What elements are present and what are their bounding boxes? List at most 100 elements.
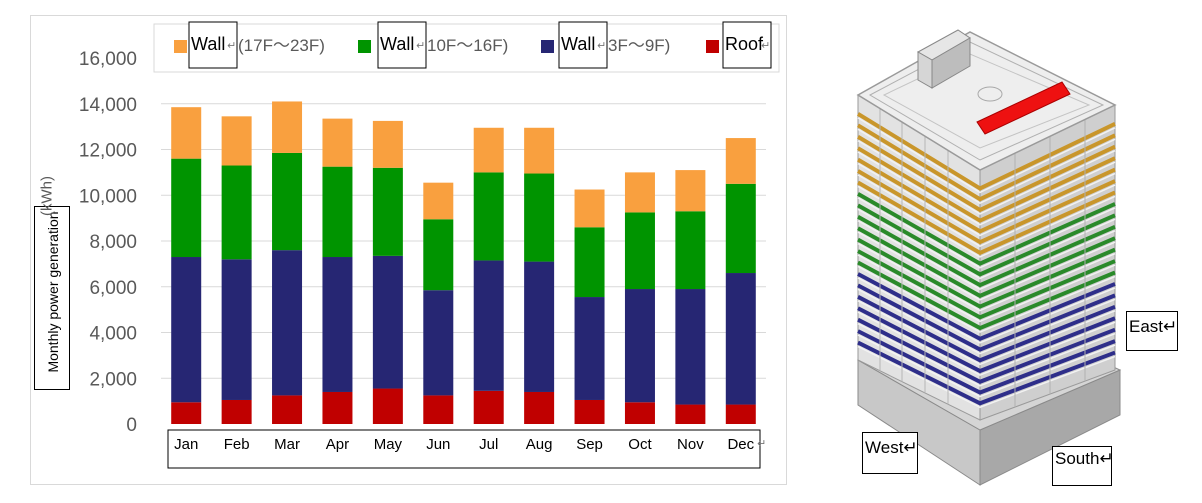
floor-slab-edge	[857, 174, 1116, 247]
floor-slab-edge	[857, 242, 1116, 312]
legend-label-suffix: 10F～16F)	[427, 36, 508, 55]
x-tick-label: Mar	[274, 436, 300, 453]
bar-segment	[372, 120, 403, 168]
floor-pv-band	[857, 295, 1116, 363]
penthouse-right	[931, 37, 971, 89]
bar-segment	[322, 257, 353, 392]
floor-pv-band	[857, 306, 1116, 374]
legend-label: Wall	[380, 34, 414, 54]
bar-segment	[675, 404, 706, 424]
floor-slab-edge	[857, 311, 1116, 376]
bar-segment	[171, 158, 202, 258]
floor-slab-edge	[857, 231, 1116, 301]
floor-pv-band	[856, 157, 1116, 234]
floor-slab-edge	[857, 128, 1116, 205]
bar-segment	[221, 399, 252, 424]
stacked-bar-chart: 0 2,000 4,000 6,000 8,000 10,000 12,000 14,000 1…	[79, 21, 780, 469]
bar-segment	[171, 107, 202, 159]
bar-segment	[675, 211, 706, 290]
y-tick-label: 14,000	[79, 95, 137, 116]
floor-slab-edge	[857, 277, 1116, 344]
floor-pv-band	[857, 192, 1116, 266]
floor-pv-band	[857, 260, 1116, 331]
bar-segment	[725, 138, 756, 184]
building-illustration	[856, 29, 1122, 486]
bar-segment	[322, 391, 353, 424]
floor-slab-edge	[857, 162, 1116, 237]
bar-segment	[272, 101, 303, 153]
bar-segment	[624, 172, 655, 213]
y-tick-label: 12,000	[79, 141, 137, 162]
floor-slab-edge	[857, 140, 1116, 215]
legend-box	[153, 23, 780, 73]
legend-label-box	[558, 21, 608, 69]
bar-segment	[372, 167, 403, 256]
y-tick-label: 6,000	[89, 278, 137, 299]
bar-segment	[473, 260, 504, 391]
bar-segment	[524, 173, 555, 262]
legend-label-box	[188, 21, 238, 69]
return-glyph: ↵	[416, 39, 425, 52]
y-axis-label-box	[34, 206, 70, 390]
floor-slab-edge	[857, 254, 1116, 323]
bar-segment	[272, 152, 303, 251]
x-tick-label: Jul	[479, 436, 498, 453]
y-tick-label: 2,000	[89, 369, 137, 390]
helipad-mark	[977, 86, 1003, 102]
floor-pv-band	[856, 135, 1116, 213]
legend-swatch	[358, 40, 371, 53]
floor-slab-edge	[857, 151, 1116, 226]
legend-swatch	[174, 40, 187, 53]
floor-pv-band	[857, 180, 1116, 256]
floor-pv-band	[857, 317, 1116, 384]
bar-segment	[624, 212, 655, 290]
bar-segment	[675, 170, 706, 212]
y-axis-unit: (kWh)	[38, 176, 56, 216]
legend-swatch	[706, 40, 719, 53]
x-tick-label: Jan	[174, 436, 198, 453]
return-glyph: ↵	[597, 39, 606, 52]
x-tick-label: Sep	[576, 436, 603, 453]
floor-pv-band	[857, 329, 1116, 395]
floor-slab-edge	[857, 208, 1116, 280]
floor-pv-band	[857, 203, 1116, 277]
bar-segment	[372, 388, 403, 424]
legend-label-suffix: (17F～23F)	[238, 36, 325, 55]
legend-label: Roof	[725, 34, 764, 54]
y-tick-label: 16,000	[79, 49, 137, 70]
bar-segment	[322, 118, 353, 167]
floor-pv-band	[857, 283, 1116, 352]
floor-pv-band	[857, 237, 1116, 309]
bar-segment	[574, 399, 605, 424]
x-tick-label: Apr	[326, 436, 349, 453]
legend-label-box	[722, 21, 772, 69]
legend-label: Wall	[191, 34, 225, 54]
return-glyph: ↵	[227, 39, 236, 52]
bar-segment	[473, 172, 504, 261]
bar-segment	[171, 257, 202, 403]
legend-swatch	[541, 40, 554, 53]
floor-pv-band	[857, 340, 1116, 406]
y-tick-label: 8,000	[89, 232, 137, 253]
floor-slab-edge	[857, 117, 1116, 194]
label-west: West↵	[862, 432, 918, 474]
legend-label: Wall	[561, 34, 595, 54]
legend-label-box	[377, 21, 427, 69]
floor-slab-edge	[857, 185, 1116, 258]
legend-label-suffix: 3F～9F)	[608, 36, 670, 55]
floor-slab-edge	[857, 345, 1116, 409]
chart-panel: 0 2,000 4,000 6,000 8,000 10,000 12,000 14,000 1…	[30, 15, 787, 485]
bar-segment	[725, 183, 756, 274]
bar-segment	[524, 391, 555, 424]
bar-segment	[171, 402, 202, 424]
bar-segment	[423, 395, 454, 424]
y-tick-label: 0	[126, 415, 137, 436]
bar-segment	[524, 261, 555, 392]
bar-segment	[221, 259, 252, 400]
bar-segment	[221, 165, 252, 260]
x-axis-label-box	[167, 429, 761, 469]
bar-segment	[473, 390, 504, 424]
floor-pv-band	[857, 272, 1116, 342]
bar-segment	[574, 227, 605, 298]
y-tick-label: 4,000	[89, 324, 137, 345]
